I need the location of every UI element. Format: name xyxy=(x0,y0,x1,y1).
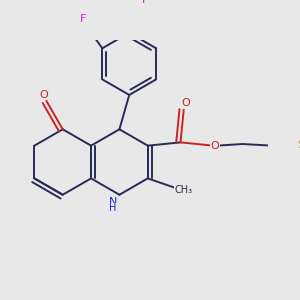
Text: O: O xyxy=(39,90,48,100)
Text: O: O xyxy=(210,141,219,151)
Text: O: O xyxy=(182,98,190,108)
Text: H: H xyxy=(110,203,117,213)
Text: F: F xyxy=(142,0,148,5)
Text: S: S xyxy=(297,140,300,150)
Text: CH₃: CH₃ xyxy=(174,184,192,195)
Text: F: F xyxy=(80,14,86,24)
Text: N: N xyxy=(109,197,117,207)
